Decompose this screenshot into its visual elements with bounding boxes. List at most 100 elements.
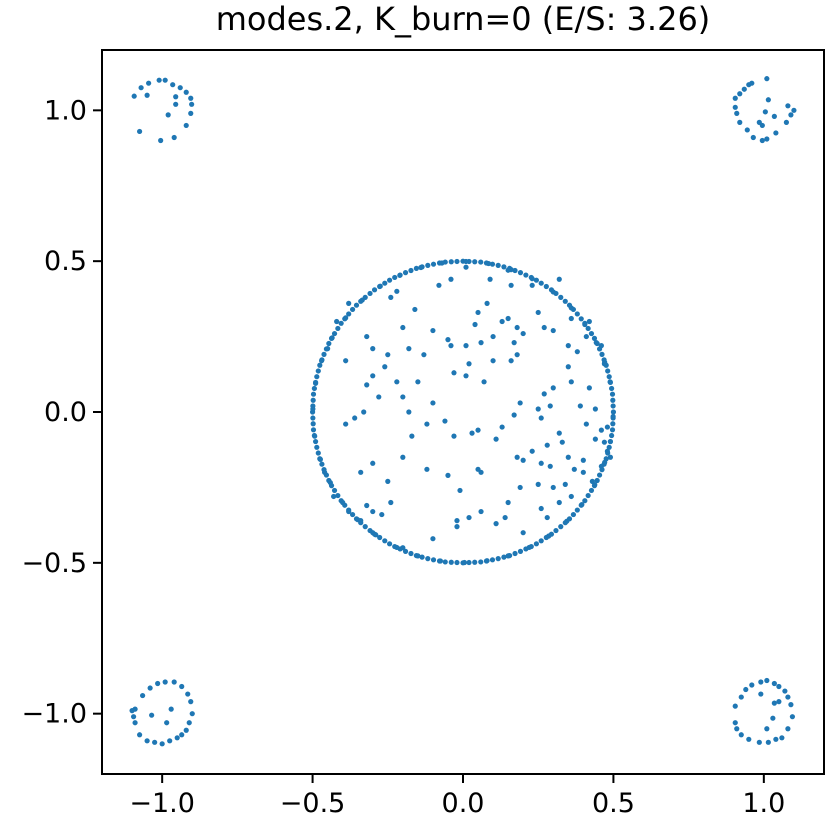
scatter-point (571, 466, 577, 472)
scatter-point (541, 324, 547, 331)
scatter-point (478, 259, 484, 265)
scatter-point (604, 424, 611, 430)
scatter-point (607, 438, 614, 445)
scatter-point (310, 415, 316, 421)
x-tick-label: 0.0 (442, 788, 485, 819)
scatter-point (454, 258, 460, 265)
scatter-point (185, 691, 191, 697)
scatter-point (343, 315, 349, 321)
y-tick-label: 0.5 (44, 246, 87, 277)
scatter-point (594, 477, 600, 484)
scatter-point (592, 436, 598, 442)
scatter-point (131, 93, 137, 99)
scatter-point (331, 330, 338, 337)
scatter-point (547, 463, 553, 469)
scatter-point (609, 385, 615, 392)
scatter-point (520, 457, 526, 463)
scatter-point (589, 478, 595, 484)
scatter-point (588, 330, 595, 337)
scatter-point (382, 364, 388, 370)
scatter-point (189, 711, 195, 717)
scatter-point (779, 735, 785, 741)
scatter-point (558, 524, 564, 530)
y-tick-label: −1.0 (21, 699, 87, 730)
scatter-point (377, 283, 383, 289)
scatter-point (520, 330, 526, 337)
scatter-point (586, 385, 592, 391)
scatter-point (738, 732, 744, 738)
scatter-point (493, 521, 499, 527)
scatter-point (512, 550, 518, 557)
scatter-point (159, 741, 165, 747)
scatter-point (364, 333, 370, 340)
scatter-point (543, 283, 549, 290)
scatter-point (370, 460, 376, 466)
scatter-point (520, 530, 526, 536)
scatter-point (340, 499, 346, 506)
scatter-point (578, 316, 584, 322)
scatter-point (364, 382, 370, 388)
scatter-point (312, 380, 319, 386)
scatter-point (346, 311, 352, 317)
scatter-point (186, 720, 192, 726)
scatter-point (771, 113, 777, 119)
scatter-point (164, 720, 170, 726)
scatter-point (585, 325, 591, 332)
scatter-point (466, 559, 472, 566)
scatter-point (599, 351, 605, 357)
scatter-point (173, 94, 179, 100)
scatter-point (553, 527, 559, 534)
scatter-point (764, 726, 770, 732)
scatter-point (550, 484, 556, 491)
scatter-point (785, 103, 791, 109)
scatter-point (325, 346, 331, 352)
scatter-point (759, 122, 765, 129)
scatter-point (541, 391, 547, 397)
scatter-point (610, 403, 616, 409)
x-tick-label: 1.0 (742, 788, 785, 819)
scatter-point (602, 459, 608, 465)
scatter-point (785, 726, 791, 732)
scatter-point (738, 694, 744, 700)
scatter-point (183, 727, 189, 733)
scatter-point (586, 318, 592, 325)
scatter-point (376, 394, 382, 400)
scatter-point (310, 427, 317, 433)
scatter-point (585, 492, 591, 499)
scatter-point (158, 137, 164, 144)
scatter-point (517, 484, 523, 491)
scatter-point (737, 91, 743, 97)
scatter-point (310, 397, 316, 403)
scatter-point (771, 680, 777, 687)
scatter-point (132, 720, 138, 726)
scatter-point (385, 478, 391, 484)
scatter-point (749, 682, 755, 688)
scatter-point (484, 300, 490, 306)
scatter-point (314, 444, 320, 450)
scatter-point (312, 438, 319, 445)
scatter-point (744, 127, 750, 133)
scatter-point (502, 514, 508, 521)
scatter-point (562, 298, 568, 304)
scatter-point (564, 518, 570, 524)
scatter-point (358, 518, 364, 524)
scatter-point (550, 289, 556, 295)
scatter-point (317, 362, 323, 368)
scatter-point (183, 89, 189, 95)
scatter-point (591, 335, 598, 341)
scatter-point (137, 128, 143, 135)
scatter-point (765, 97, 771, 103)
scatter-point (538, 538, 544, 544)
y-axis: −1.0 −0.5 0.0 0.5 1.0 (21, 95, 102, 730)
scatter-point (583, 421, 589, 427)
scatter-point (580, 457, 586, 463)
scatter-point (574, 507, 580, 513)
scatter-point (529, 282, 535, 288)
scatter-point (454, 518, 460, 524)
scatter-point (392, 274, 398, 281)
scatter-point (155, 680, 161, 687)
scatter-point (499, 424, 505, 430)
scatter-point (565, 454, 571, 460)
scatter-point (588, 487, 595, 494)
